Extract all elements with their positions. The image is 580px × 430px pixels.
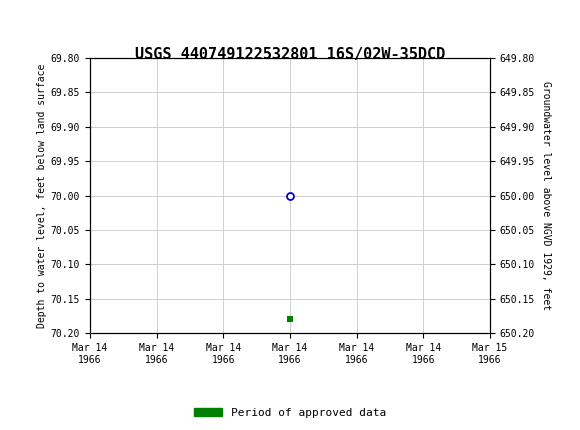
FancyBboxPatch shape: [3, 3, 55, 32]
Legend: Period of approved data: Period of approved data: [190, 403, 390, 422]
Y-axis label: Groundwater level above NGVD 1929, feet: Groundwater level above NGVD 1929, feet: [541, 81, 550, 310]
Y-axis label: Depth to water level, feet below land surface: Depth to water level, feet below land su…: [37, 64, 46, 328]
Text: ▓USGS: ▓USGS: [4, 9, 63, 25]
Text: USGS 440749122532801 16S/02W-35DCD: USGS 440749122532801 16S/02W-35DCD: [135, 47, 445, 62]
